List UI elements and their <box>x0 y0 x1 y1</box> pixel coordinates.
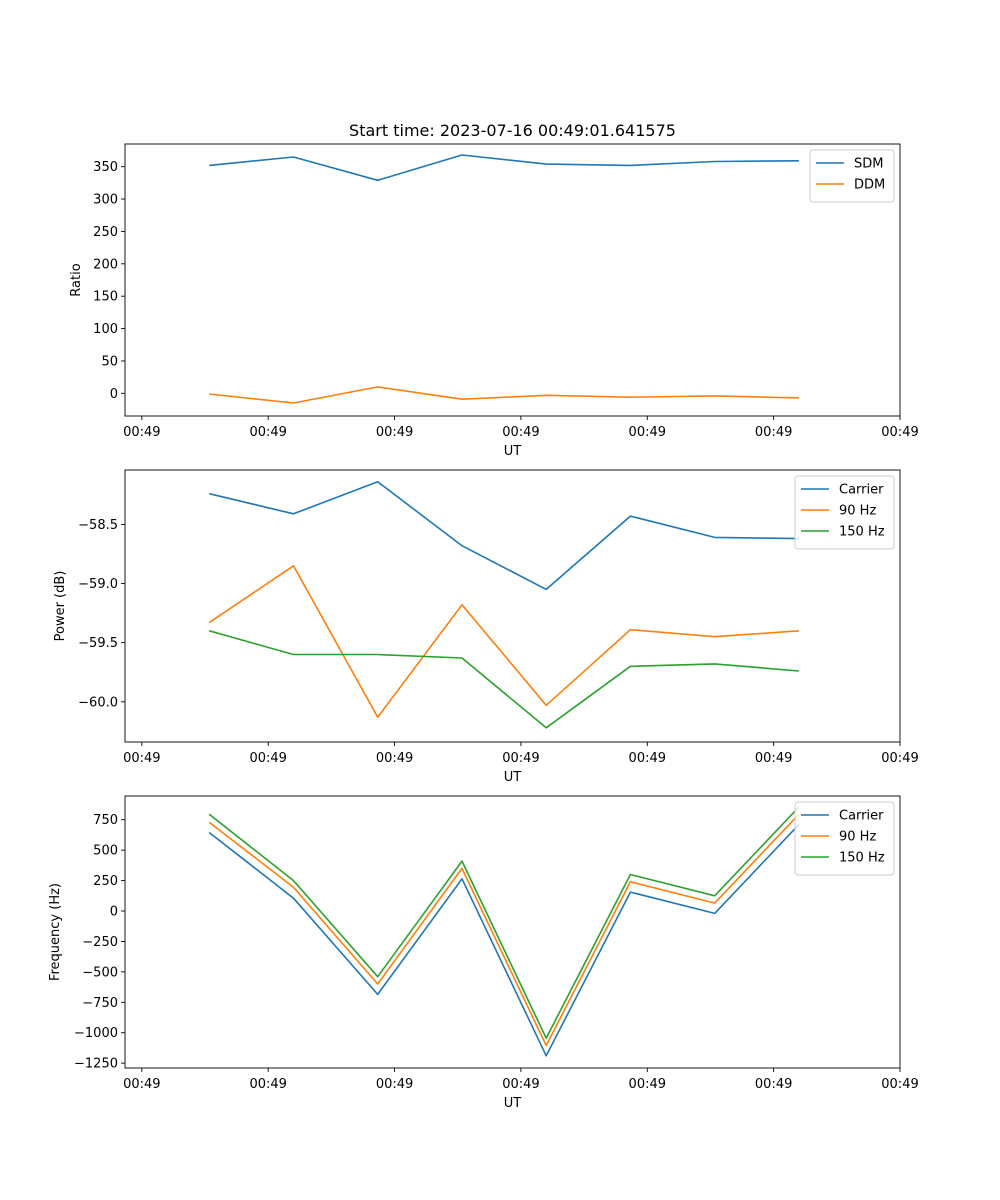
y-tick-label: 200 <box>93 257 118 272</box>
series-line-sdm <box>209 154 799 182</box>
x-tick-label: 00:49 <box>123 1077 160 1092</box>
axes-frame <box>124 469 901 743</box>
y-tick-label: −59.0 <box>78 577 118 592</box>
legend-label: 90 Hz <box>839 504 876 519</box>
y-tick-label: 250 <box>93 874 118 889</box>
y-tick-label: −1250 <box>74 1057 118 1072</box>
y-tick-label: −500 <box>82 965 118 980</box>
x-tick-label: 00:49 <box>881 425 918 440</box>
x-tick-label: 00:49 <box>881 1077 918 1092</box>
axes-frame <box>124 143 901 417</box>
series-line-150-hz <box>208 630 799 729</box>
x-axis-label: UT <box>504 770 522 785</box>
x-tick-label: 00:49 <box>376 425 413 440</box>
y-tick-label: −1000 <box>74 1026 118 1041</box>
series-line-carrier <box>208 824 800 1057</box>
series-line-ddm <box>209 386 799 404</box>
power-panel: 00:49 00:49 00:49 00:49 00:49 00:49 00:49 −60.0… <box>53 469 919 785</box>
y-tick-label: 350 <box>93 160 118 175</box>
y-tick-label: −250 <box>82 935 118 950</box>
x-tick-label: 00:49 <box>249 425 286 440</box>
y-tick-label: −60.0 <box>78 695 118 710</box>
y-tick-label: 150 <box>93 290 118 305</box>
x-tick-label: 00:49 <box>123 425 160 440</box>
y-tick-label: 50 <box>101 354 118 369</box>
legend-label: Carrier <box>839 483 884 498</box>
series-line-150-hz <box>208 806 800 1039</box>
y-tick-label: 250 <box>93 225 118 240</box>
y-tick-label: −750 <box>82 996 118 1011</box>
legend: SDM DDM <box>809 149 895 203</box>
y-axis-label: Ratio <box>69 263 84 296</box>
legend-label: 90 Hz <box>839 830 876 845</box>
chart-title: Start time: 2023-07-16 00:49:01.641575 <box>349 121 676 140</box>
x-axis-label: UT <box>504 444 522 459</box>
x-tick-label: 00:49 <box>755 751 792 766</box>
y-tick-label: 100 <box>93 322 118 337</box>
legend-label: 150 Hz <box>839 525 885 540</box>
x-tick-label: 00:49 <box>629 751 666 766</box>
y-tick-label: 0 <box>110 905 118 920</box>
y-tick-label: −59.5 <box>78 636 118 651</box>
y-tick-label: 750 <box>93 813 118 828</box>
ratio-panel: 00:49 00:49 00:49 00:49 00:49 00:49 00:49 0 50 10… <box>69 121 919 459</box>
x-tick-label: 00:49 <box>755 1077 792 1092</box>
legend-label: Carrier <box>839 809 884 824</box>
x-tick-label: 00:49 <box>376 1077 413 1092</box>
x-tick-label: 00:49 <box>629 425 666 440</box>
y-tick-label: −58.5 <box>78 518 118 533</box>
y-tick-label: 0 <box>110 387 118 402</box>
x-tick-label: 00:49 <box>502 1077 539 1092</box>
x-tick-label: 00:49 <box>755 425 792 440</box>
y-tick-label: 300 <box>93 193 118 208</box>
y-axis-label: Power (dB) <box>53 571 68 642</box>
legend-label: DDM <box>854 178 885 193</box>
frequency-panel: 00:49 00:49 00:49 00:49 00:49 00:49 00:49 −1250… <box>48 795 919 1111</box>
x-tick-label: 00:49 <box>376 751 413 766</box>
series-line-90-hz <box>208 813 800 1047</box>
x-tick-label: 00:49 <box>881 751 918 766</box>
x-tick-label: 00:49 <box>629 1077 666 1092</box>
legend-label: SDM <box>854 157 883 172</box>
x-tick-label: 00:49 <box>123 751 160 766</box>
series-line-90-hz <box>208 564 799 719</box>
legend: Carrier 90 Hz 150 Hz <box>794 801 895 876</box>
x-axis-label: UT <box>504 1096 522 1111</box>
x-tick-label: 00:49 <box>249 1077 286 1092</box>
legend: Carrier 90 Hz 150 Hz <box>794 475 895 550</box>
y-tick-label: 500 <box>93 844 118 859</box>
y-axis-label: Frequency (Hz) <box>48 883 63 981</box>
legend-label: 150 Hz <box>839 851 885 866</box>
x-tick-label: 00:49 <box>502 751 539 766</box>
x-tick-label: 00:49 <box>249 751 286 766</box>
x-tick-label: 00:49 <box>502 425 539 440</box>
axes-frame <box>124 795 901 1069</box>
series-line-carrier <box>209 480 799 591</box>
